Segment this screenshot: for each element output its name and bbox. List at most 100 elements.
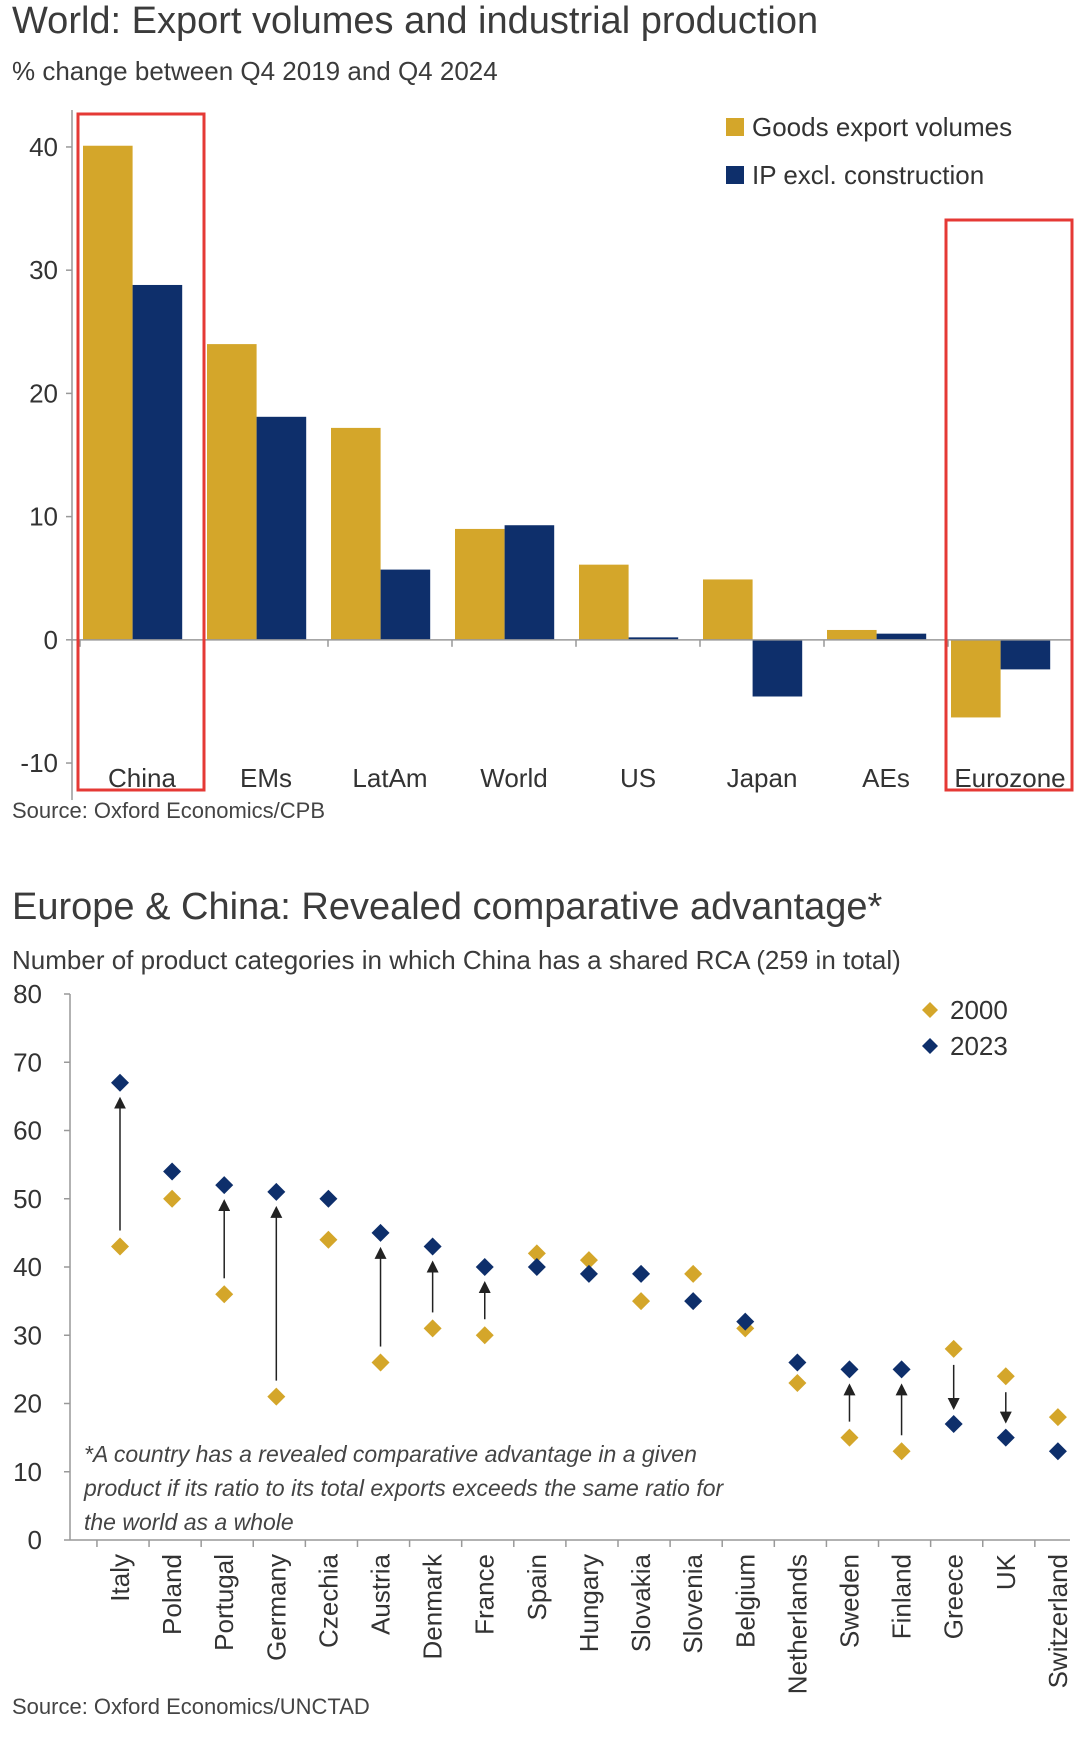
point-italy-2023 [111, 1073, 129, 1092]
x-tick-label: Netherlands [782, 1554, 812, 1694]
point-netherlands-2000 [788, 1374, 807, 1393]
point-austria-2000 [371, 1353, 390, 1372]
point-slovakia-2000 [632, 1292, 651, 1311]
bar-world-ip-excl-construction [504, 525, 555, 640]
point-portugal-2023 [215, 1176, 234, 1195]
bar-latam-goods-export-volumes [331, 427, 381, 640]
x-tick-label: Belgium [730, 1554, 760, 1648]
x-tick-label: Hungary [574, 1554, 604, 1652]
point-hungary-2000 [579, 1251, 598, 1270]
legend-marker-2000 [922, 1002, 938, 1018]
bar-latam-ip-excl-construction [380, 569, 431, 640]
point-czechia-2023 [319, 1189, 338, 1208]
x-tick-label: US [620, 763, 656, 793]
y-tick-label: 40 [29, 132, 58, 162]
x-tick-label: Eurozone [954, 763, 1065, 793]
legend-marker-2023 [922, 1038, 938, 1054]
chart1-title: World: Export volumes and industrial pro… [12, 0, 819, 42]
chart2-subtitle: Number of product categories in which Ch… [12, 945, 901, 975]
bar-ems-goods-export-volumes [207, 344, 257, 640]
x-tick-label: Portugal [209, 1554, 239, 1651]
y-tick-label: 70 [13, 1047, 42, 1077]
y-tick-label: 20 [29, 378, 58, 408]
point-france-2000 [475, 1326, 494, 1345]
x-tick-label: LatAm [352, 763, 427, 793]
y-tick-label: 80 [13, 980, 42, 1009]
point-poland-2000 [163, 1189, 182, 1208]
point-uk-2000 [996, 1367, 1015, 1386]
bar-aes-ip-excl-construction [876, 633, 927, 640]
bar-eurozone-goods-export-volumes [951, 639, 1001, 718]
bar-aes-goods-export-volumes [827, 629, 877, 640]
x-tick-label: World [480, 763, 547, 793]
legend-label: IP excl. construction [752, 160, 984, 190]
point-slovenia-2000 [684, 1264, 703, 1283]
legend-swatch-ip-excl-construction [726, 166, 744, 184]
x-tick-label: Sweden [834, 1554, 864, 1648]
point-germany-2000 [267, 1387, 286, 1406]
legend-label: Goods export volumes [752, 112, 1012, 142]
y-tick-label: 40 [13, 1252, 42, 1282]
point-slovakia-2023 [632, 1264, 651, 1283]
y-tick-label: 20 [13, 1389, 42, 1419]
chart1-plot: 40 30 20 10 0 -10 China EMs LatAm World US Japan AEs… [20, 110, 1074, 800]
point-spain-2023 [527, 1258, 546, 1276]
x-tick-label: Denmark [418, 1553, 448, 1659]
point-greece-2023 [944, 1414, 963, 1433]
bar-china-goods-export-volumes [83, 145, 133, 640]
x-tick-label: Austria [366, 1553, 396, 1634]
chart2-title: Europe & China: Revealed comparative adv… [12, 886, 883, 928]
point-slovenia-2023 [684, 1292, 703, 1311]
point-poland-2023 [163, 1162, 182, 1181]
x-tick-label: Greece [939, 1554, 969, 1639]
bar-us-ip-excl-construction [628, 637, 679, 640]
chart1-source: Source: Oxford Economics/CPB [12, 798, 326, 823]
chart2-source: Source: Oxford Economics/UNCTAD [12, 1694, 370, 1719]
chart2-footnote: *A country has a revealed comparative ad… [84, 1441, 724, 1535]
x-tick-label: Slovenia [678, 1553, 708, 1653]
point-sweden-2000 [840, 1428, 859, 1447]
y-tick-label: 30 [29, 255, 58, 285]
point-italy-2000 [111, 1237, 129, 1256]
bar-eurozone-ip-excl-construction [1000, 639, 1051, 670]
y-tick-label: 30 [13, 1320, 42, 1350]
bar-ems-ip-excl-construction [256, 416, 307, 640]
legend-label: 2023 [950, 1031, 1008, 1061]
chart1-subtitle: % change between Q4 2019 and Q4 2024 [12, 56, 498, 86]
y-tick-label: 10 [29, 502, 58, 532]
x-tick-label: China [108, 763, 176, 793]
point-switzerland-2023 [1048, 1442, 1067, 1461]
chart2-plot: 80 70 60 50 40 30 20 10 0 Italy Poland Portugal Germ… [13, 980, 1073, 1694]
point-france-2023 [475, 1258, 494, 1276]
x-tick-label: Slovakia [626, 1553, 656, 1652]
x-tick-label: AEs [862, 763, 910, 793]
point-netherlands-2023 [788, 1353, 807, 1372]
bar-japan-goods-export-volumes [703, 579, 753, 640]
y-tick-label: 50 [13, 1184, 42, 1214]
point-hungary-2023 [579, 1264, 598, 1283]
x-tick-label: Switzerland [1043, 1554, 1073, 1688]
point-austria-2023 [371, 1223, 390, 1242]
point-spain-2000 [527, 1244, 546, 1263]
point-belgium-2023 [736, 1312, 755, 1331]
x-tick-label: Czechia [313, 1553, 343, 1647]
x-tick-label: EMs [240, 763, 292, 793]
y-tick-label: 0 [44, 625, 58, 655]
bar-japan-ip-excl-construction [752, 639, 803, 697]
bar-us-goods-export-volumes [579, 564, 629, 640]
x-tick-label: Spain [522, 1554, 552, 1621]
point-switzerland-2000 [1048, 1408, 1067, 1427]
x-tick-label: Italy [105, 1554, 135, 1602]
point-finland-2023 [892, 1360, 911, 1379]
legend-label: 2000 [950, 995, 1008, 1025]
point-greece-2000 [944, 1339, 963, 1358]
y-tick-label: 10 [13, 1457, 42, 1487]
point-portugal-2000 [215, 1285, 234, 1304]
point-finland-2000 [892, 1442, 911, 1461]
point-sweden-2023 [840, 1360, 859, 1379]
point-czechia-2000 [319, 1230, 338, 1249]
x-tick-label: Poland [157, 1554, 187, 1635]
x-tick-label: UK [991, 1553, 1021, 1590]
x-tick-label: Finland [887, 1554, 917, 1639]
y-tick-label: 60 [13, 1116, 42, 1146]
